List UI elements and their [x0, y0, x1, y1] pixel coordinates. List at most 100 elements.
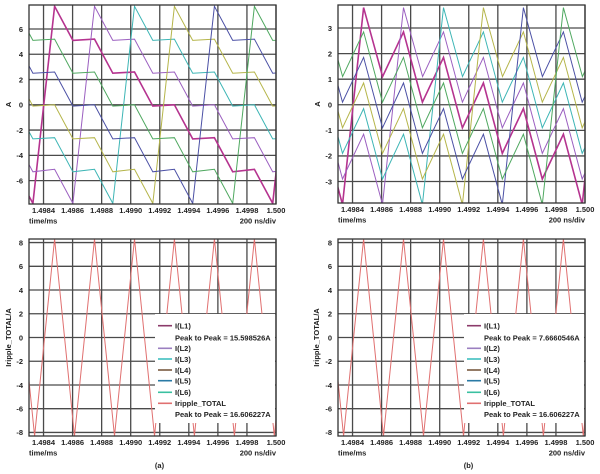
y-tick-label: 8 [328, 238, 332, 247]
x-tick-label: 1.4994 [486, 438, 510, 447]
plot-area [338, 7, 585, 203]
chart-a-bottom: 1.4984 1.4986 1.4988 1.4990 1.4992 1.4994 1.49… [4, 238, 286, 470]
y-axis-label: A [313, 101, 322, 107]
chart-b-bottom: 1.4984 1.4986 1.4988 1.4990 1.4992 1.4994 1.49… [312, 238, 595, 470]
peak-to-peak-label: Peak to Peak = 16.606227A [175, 410, 271, 419]
x-tick-label: 1.4998 [235, 206, 258, 215]
legend-label: I(L1) [175, 322, 191, 331]
legend-label: I(L4) [175, 366, 191, 375]
series-il3 [338, 7, 585, 203]
x-tick-label: 1.4992 [148, 438, 171, 447]
y-tick-label: 8 [19, 238, 23, 247]
legend-label: I(L1) [484, 322, 500, 331]
y-tick-label: 4 [328, 286, 333, 295]
series-il4 [29, 5, 276, 204]
x-axis-label: time/ms [338, 449, 366, 458]
y-tick-label: 4 [19, 50, 24, 59]
x-scale-note: 200 ns/div [240, 449, 277, 458]
plot-border [28, 4, 277, 205]
x-tick-label: 1.4984 [341, 205, 365, 214]
x-tick-label: 1.4986 [370, 205, 393, 214]
legend-label: I(L6) [175, 388, 191, 397]
y-tick-label: -2 [325, 357, 332, 366]
series-il3 [29, 5, 276, 204]
y-tick-label: 0 [19, 333, 23, 342]
x-tick-label: 1.4986 [61, 206, 84, 215]
y-tick-label: -2 [325, 152, 332, 161]
y-tick-label: -3 [325, 177, 332, 186]
series-il2 [338, 7, 585, 203]
y-tick-label: -4 [16, 151, 23, 160]
figure-caption: (a) [155, 461, 165, 470]
x-tick-label: 1.4988 [90, 438, 113, 447]
x-tick-label: 1.500 [267, 438, 286, 447]
series-il4 [338, 7, 585, 203]
peak-to-peak-label: Peak to Peak = 7.6660546A [484, 334, 580, 343]
series-il5 [29, 5, 276, 204]
series-il1 [338, 7, 585, 203]
y-tick-label: -4 [325, 381, 332, 390]
y-tick-label: -4 [16, 381, 23, 390]
y-axis-label: Iripple_TOTAL/A [4, 308, 13, 367]
legend-label: Iripple_TOTAL [484, 399, 535, 408]
y-tick-label: -8 [16, 428, 23, 437]
y-axis-label: A [4, 101, 13, 107]
x-tick-label: 1.4988 [399, 438, 422, 447]
peak-to-peak-label: Peak to Peak = 15.598526A [175, 334, 271, 343]
chart-a-top: 1.4984 1.4986 1.4988 1.4990 1.4992 1.4994 1.49… [4, 4, 286, 226]
x-tick-label: 1.500 [576, 205, 595, 214]
x-tick-label: 1.4990 [428, 438, 451, 447]
series-il1 [29, 5, 276, 204]
x-tick-label: 1.4996 [206, 206, 229, 215]
chart-b-top: 1.4984 1.4986 1.4988 1.4990 1.4992 1.4994 1.49… [313, 4, 595, 225]
figure-caption: (b) [464, 461, 474, 470]
y-tick-label: -2 [16, 126, 23, 135]
y-tick-label: 2 [19, 310, 23, 319]
plot-area [29, 5, 276, 204]
plot-border [28, 238, 277, 437]
x-tick-label: 1.4994 [177, 206, 201, 215]
legend-label: I(L4) [484, 366, 500, 375]
legend-label: I(L2) [175, 344, 191, 353]
y-tick-label: 2 [328, 49, 332, 58]
legend-label: I(L5) [484, 377, 500, 386]
x-tick-label: 1.4988 [90, 206, 113, 215]
y-tick-label: 2 [19, 75, 23, 84]
x-tick-label: 1.4992 [457, 438, 480, 447]
y-tick-label: -1 [325, 126, 332, 135]
y-tick-label: 6 [19, 25, 23, 34]
x-tick-label: 1.4998 [544, 438, 567, 447]
legend-label: I(L3) [175, 355, 191, 364]
x-tick-label: 1.4998 [235, 438, 258, 447]
x-tick-label: 1.4994 [177, 438, 201, 447]
y-tick-label: -8 [325, 428, 332, 437]
y-tick-label: -6 [16, 405, 23, 414]
x-tick-label: 1.4990 [119, 206, 142, 215]
x-tick-label: 1.500 [576, 438, 595, 447]
y-tick-label: 2 [328, 310, 332, 319]
x-tick-label: 1.4992 [457, 205, 480, 214]
x-scale-note: 200 ns/div [240, 217, 277, 226]
x-scale-note: 200 ns/div [549, 449, 586, 458]
y-tick-label: 0 [19, 101, 23, 110]
x-tick-label: 1.4986 [61, 438, 84, 447]
legend-label: I(L5) [175, 377, 191, 386]
y-tick-label: 4 [19, 286, 24, 295]
legend-label: I(L6) [484, 388, 500, 397]
series-il6 [338, 7, 585, 203]
x-tick-label: 1.4996 [206, 438, 229, 447]
x-axis-label: time/ms [338, 216, 366, 225]
x-tick-label: 1.4994 [486, 205, 510, 214]
y-tick-label: -6 [325, 405, 332, 414]
y-tick-label: -6 [16, 176, 23, 185]
x-tick-label: 1.4984 [32, 206, 56, 215]
x-axis-label: time/ms [29, 449, 57, 458]
x-tick-label: 1.4992 [148, 206, 171, 215]
y-tick-label: -2 [16, 357, 23, 366]
x-tick-label: 1.4990 [428, 205, 451, 214]
x-tick-label: 1.4998 [544, 205, 567, 214]
x-tick-label: 1.500 [267, 206, 286, 215]
x-tick-label: 1.4986 [370, 438, 393, 447]
